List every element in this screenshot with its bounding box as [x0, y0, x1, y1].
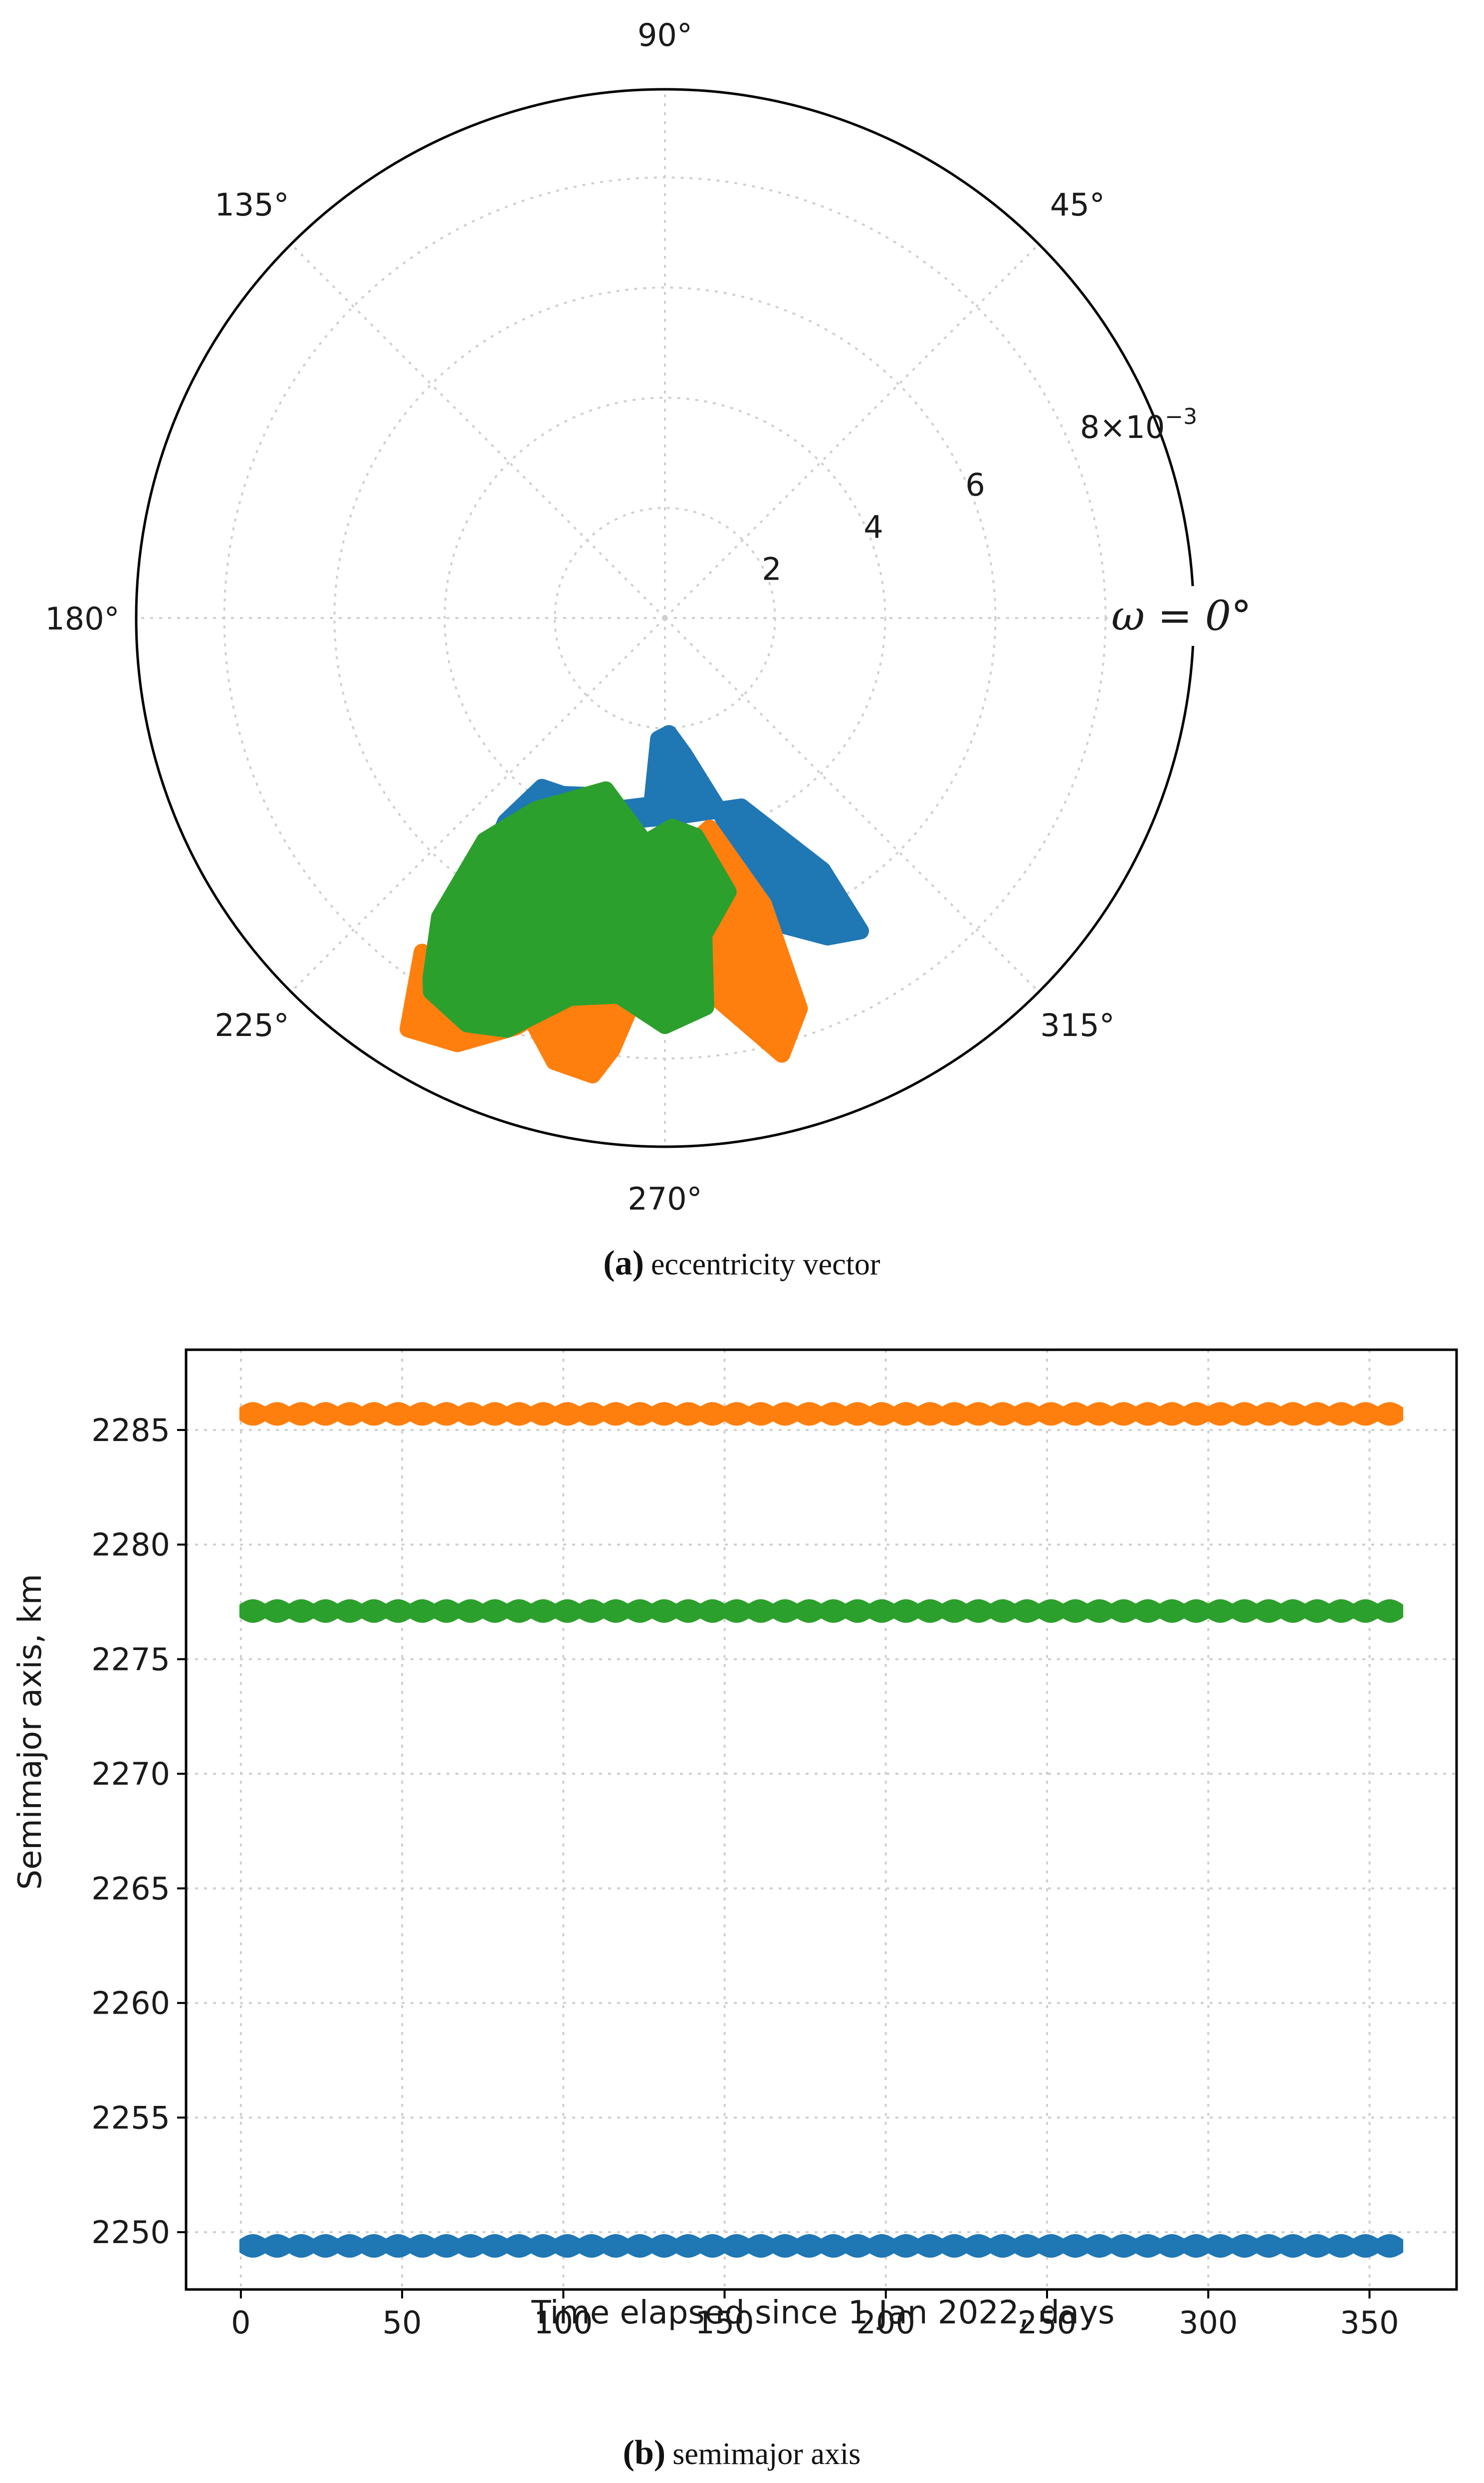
semimajor-series-1 — [239, 1402, 1404, 1426]
omega-axis-label: ω = 0° — [1108, 586, 1278, 646]
angular-gridline — [290, 243, 666, 619]
y-tick-label: 2285 — [91, 1412, 170, 1448]
svg-text:8×10−3: 8×10−3 — [1080, 404, 1197, 445]
radial-tick-label: 4 — [863, 509, 883, 545]
y-axis-label: Semimajor axis, km — [12, 1574, 49, 1890]
y-tick-label: 2250 — [91, 2214, 170, 2251]
x-tick-label: 200 — [856, 2304, 915, 2341]
angular-gridline — [664, 617, 1040, 993]
semimajor-series-3 — [239, 2234, 1404, 2258]
cart-grid — [186, 1350, 1457, 2289]
angle-label: 315° — [1040, 1007, 1114, 1043]
angular-gridline — [290, 617, 666, 993]
x-tick-label: 50 — [383, 2304, 422, 2341]
cart-series — [239, 1402, 1404, 2258]
radial-tick-label: 2 — [762, 551, 781, 587]
y-tick-label: 2275 — [91, 1641, 170, 1677]
x-tick-label: 250 — [1018, 2304, 1076, 2341]
y-ticks: 2250 2255 2260 2265 2270 2275 2280 2285 — [91, 1412, 186, 2251]
angle-label: 180° — [45, 601, 119, 637]
radial-gridline — [333, 286, 997, 950]
x-tick-label: 0 — [231, 2304, 250, 2341]
radial-gridline — [443, 397, 886, 839]
caption-b-letter: (b) — [623, 2434, 666, 2472]
y-tick-label: 2270 — [91, 1756, 170, 1792]
y-tick-label: 2260 — [91, 1985, 170, 2022]
caption-b-text: semimajor axis — [672, 2437, 860, 2471]
angle-label: 90° — [637, 17, 692, 53]
semimajor-axis-chart: 0 50 100 150 200 250 300 350 225022552260226522… — [12, 1348, 1458, 2472]
radial-exponent-power: −3 — [1165, 404, 1197, 429]
x-tick-label: 350 — [1340, 2304, 1399, 2341]
polar-grid — [136, 89, 1194, 1147]
omega-label: ω = 0° — [1111, 593, 1252, 640]
x-tick-label: 100 — [534, 2304, 593, 2341]
polar-series — [400, 725, 869, 1084]
x-axis-label: Time elapsed since 1 Jan 2022, days — [531, 2294, 1115, 2331]
y-tick-label: 2255 — [91, 2099, 170, 2136]
semimajor-series-2 — [239, 1599, 1404, 1623]
angle-label: 135° — [214, 187, 289, 223]
radial-tick-label: 6 — [965, 466, 985, 503]
caption-b: (b) semimajor axis — [623, 2434, 861, 2472]
angle-label: 45° — [1050, 187, 1105, 223]
caption-a-text: eccentricity vector — [651, 1247, 880, 1281]
angle-label: 270° — [628, 1181, 702, 1217]
polar-angle-labels: 90° 45° 135° 180° 225° 270° 315° — [45, 17, 1114, 1217]
eccentricity-series-3 — [422, 781, 737, 1038]
polar-radial-labels: 2 4 6 — [762, 466, 985, 587]
radial-exponent-times: ×10 — [1099, 409, 1165, 445]
angular-gridline — [664, 243, 1040, 619]
caption-a: (a) eccentricity vector — [603, 1244, 880, 1282]
x-ticks: 0 50 100 150 200 250 300 350 — [231, 2289, 1399, 2341]
radial-exponent-base: 8 — [1080, 409, 1099, 445]
y-tick-label: 2265 — [91, 1870, 170, 1907]
angle-label: 225° — [214, 1007, 289, 1043]
polar-chart: 90° 45° 135° 180° 225° 270° 315° 2 4 6 8×10−3 ω … — [45, 17, 1278, 1282]
plot-frame — [185, 1348, 1458, 2291]
x-tick-label: 150 — [695, 2304, 754, 2341]
x-tick-label: 300 — [1179, 2304, 1238, 2341]
caption-a-letter: (a) — [603, 1244, 644, 1282]
y-tick-label: 2280 — [91, 1527, 170, 1563]
radial-exponent-label: 8×10−3 — [1080, 404, 1197, 445]
